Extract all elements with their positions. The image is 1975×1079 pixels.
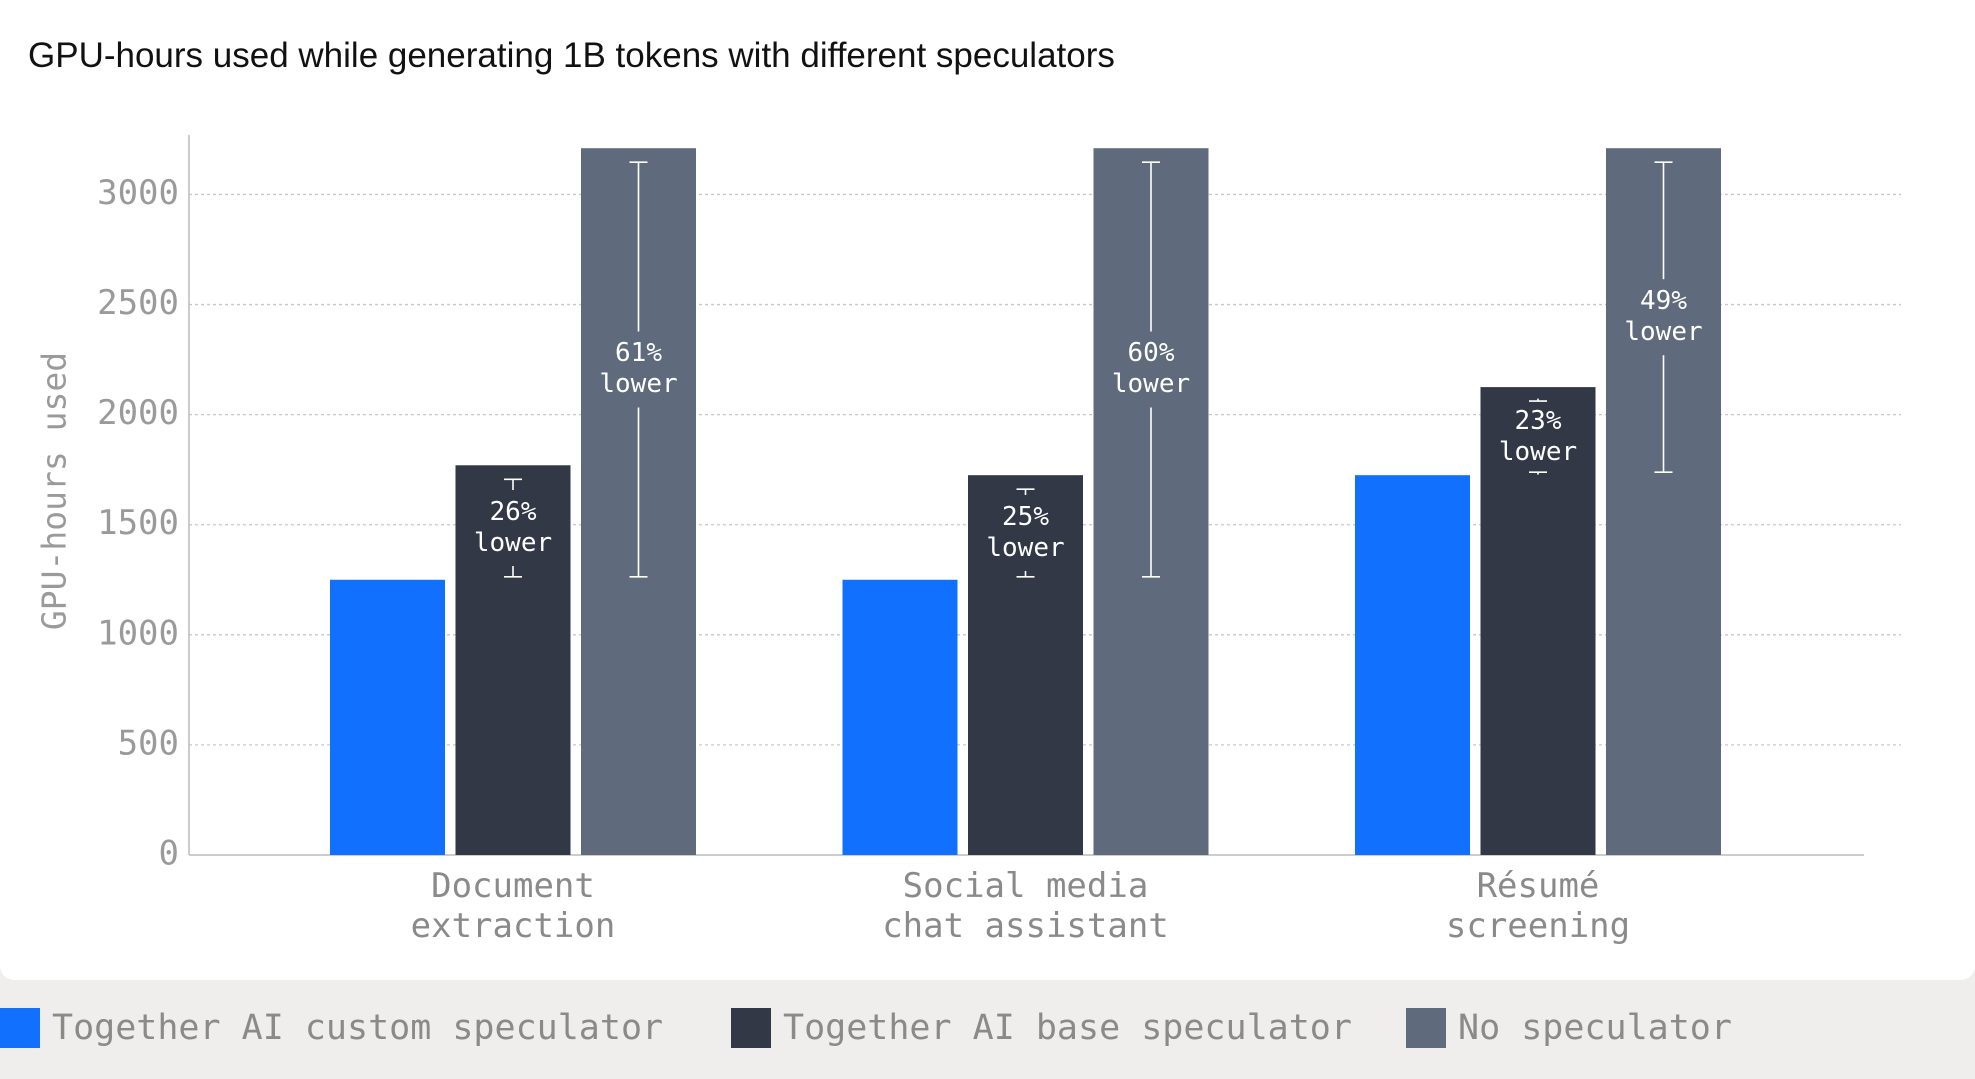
x-tick-label: Social media chat assistant bbox=[882, 866, 1169, 946]
bar-annotation: 26% lower bbox=[473, 497, 553, 559]
legend-swatch bbox=[731, 1008, 771, 1048]
bar-annotation: 60% lower bbox=[1111, 338, 1191, 400]
chart-title: GPU-hours used while generating 1B token… bbox=[28, 36, 1115, 75]
legend-item: Together AI custom speculator bbox=[0, 1008, 663, 1048]
legend-label: Together AI custom speculator bbox=[52, 1008, 664, 1048]
x-tick-label: Document extraction bbox=[410, 866, 616, 946]
legend-swatch bbox=[1406, 1008, 1446, 1048]
legend-label: Together AI base speculator bbox=[783, 1008, 1352, 1048]
bar bbox=[455, 465, 571, 855]
legend-swatch bbox=[0, 1008, 40, 1048]
legend-item: No speculator bbox=[1406, 1008, 1732, 1048]
y-tick-label: 3000 bbox=[97, 173, 179, 213]
bar bbox=[330, 579, 445, 855]
y-tick-label: 2000 bbox=[97, 393, 179, 433]
bar-annotation: 23% lower bbox=[1498, 405, 1578, 467]
y-tick-label: 1000 bbox=[97, 613, 179, 653]
bar bbox=[1355, 475, 1470, 855]
y-tick-label: 0 bbox=[159, 834, 179, 874]
y-tick-label: 500 bbox=[118, 723, 179, 763]
bar-annotation: 49% lower bbox=[1624, 286, 1703, 348]
legend-item: Together AI base speculator bbox=[731, 1008, 1352, 1048]
y-tick-label: 1500 bbox=[97, 503, 179, 543]
bar-annotation: 61% lower bbox=[599, 338, 678, 400]
bar bbox=[968, 475, 1083, 855]
bar bbox=[1480, 387, 1596, 855]
y-axis-label: GPU-hours used bbox=[35, 352, 74, 630]
x-tick-label: Résumé screening bbox=[1445, 866, 1631, 946]
bar bbox=[842, 579, 958, 855]
bar-annotation: 25% lower bbox=[986, 501, 1065, 563]
legend-label: No speculator bbox=[1458, 1008, 1732, 1048]
y-tick-label: 2500 bbox=[97, 283, 179, 323]
